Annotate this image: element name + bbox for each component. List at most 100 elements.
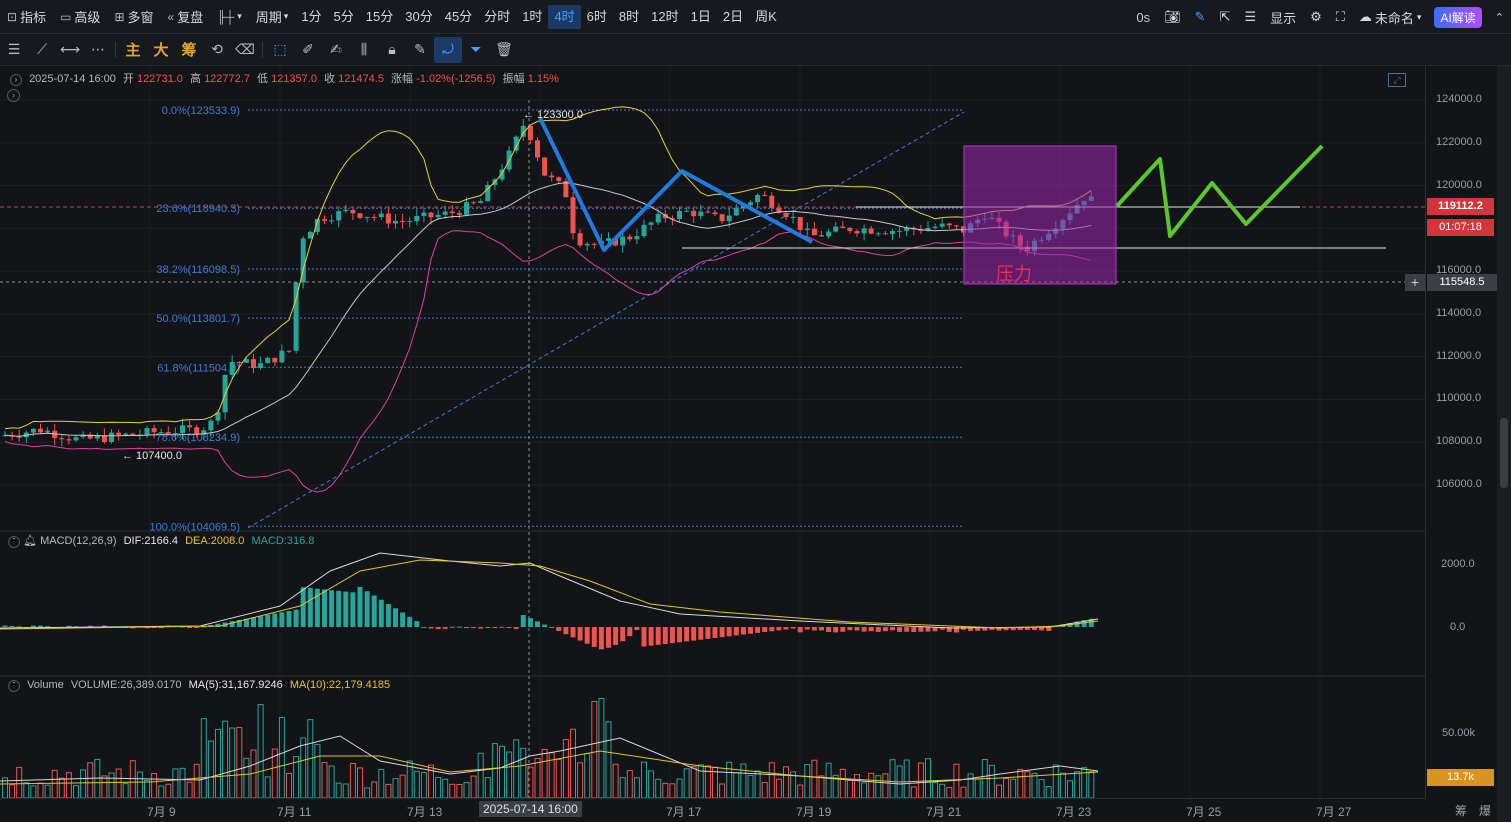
main-chart-button[interactable]: 主 <box>125 42 141 59</box>
layout-dropdown[interactable]: ☁ 未命名 ▾ <box>1352 4 1429 30</box>
replay-button[interactable]: «复盘 <box>161 4 211 30</box>
period-2[interactable]: 15分 <box>365 8 394 24</box>
collapse-icon[interactable]: ⌃ <box>1494 11 1504 24</box>
macd-bar <box>471 626 477 628</box>
period-13[interactable]: 周K <box>755 8 777 24</box>
candle <box>726 215 732 222</box>
macd-bar <box>87 625 93 627</box>
volume-info: ˇ Volume VOLUME:26,389.0170 MA(5):31,167… <box>8 679 390 692</box>
ai-analysis-button[interactable]: AI解读 <box>1434 6 1482 28</box>
date-tick: 7月 25 <box>1186 805 1222 819</box>
volume-bar <box>435 776 442 798</box>
drawing-select-icon[interactable]: ⬚ <box>273 41 287 57</box>
more-icon[interactable]: ⋯ <box>91 41 105 57</box>
period-3[interactable]: 30分 <box>405 8 433 24</box>
volume-bar <box>584 753 591 798</box>
edit-icon[interactable]: ✎ <box>414 41 426 57</box>
chart-area[interactable]: 0.0%(123533.9) 23.6%(118940.3) 38.2%(11609… <box>0 66 1425 798</box>
collapse-circle-icon[interactable]: ˇ <box>8 680 20 692</box>
advanced-button[interactable]: ▭ 高级 <box>53 4 107 30</box>
close-label: 收 <box>324 73 336 85</box>
ruler-icon[interactable]: ⫼ <box>360 41 368 57</box>
divider <box>262 41 263 58</box>
macd-bar <box>1081 620 1087 627</box>
candle <box>478 201 484 204</box>
collapse-circle-icon[interactable]: ˇ <box>8 536 20 548</box>
highlighter-icon[interactable]: ✍ <box>330 41 342 57</box>
filter-icon[interactable]: ⏷ <box>470 41 482 57</box>
timer-label: 0s <box>1136 9 1151 25</box>
volume-bar <box>953 763 960 798</box>
fullscreen-icon[interactable]: ⛶ <box>1335 9 1345 24</box>
volume-bar <box>1052 764 1059 798</box>
chips-footer-button[interactable]: 筹 <box>1455 804 1468 818</box>
brush-icon[interactable]: ✐ <box>302 41 314 57</box>
candle <box>684 210 690 212</box>
bell-icon[interactable]: 🔔︎ <box>23 535 38 547</box>
period-9[interactable]: 8时 <box>618 8 640 24</box>
period-dropdown[interactable]: 周期 ▾ <box>249 4 296 30</box>
volume-bar <box>101 775 108 798</box>
menu-icon[interactable]: ☰ <box>7 41 21 57</box>
vertical-scrollbar[interactable] <box>1497 66 1511 822</box>
horizontal-ray-icon[interactable]: ⟷ <box>59 41 81 57</box>
list-icon[interactable]: ☰ <box>1244 9 1257 24</box>
volume-bar <box>193 763 200 798</box>
scrollbar-thumb[interactable] <box>1500 418 1508 488</box>
volume-bar <box>562 739 569 798</box>
macd-bar <box>243 618 249 627</box>
settings-icon[interactable]: ⚙ <box>1310 9 1322 24</box>
period-7[interactable]: 4时 <box>548 4 581 29</box>
camera-icon[interactable]: 📷︎ <box>1164 9 1181 24</box>
candle <box>875 233 881 235</box>
macd-bar <box>428 627 434 629</box>
indicator-button[interactable]: ⊡ 指标 <box>0 4 53 30</box>
chips-button[interactable]: 筹 <box>181 42 197 59</box>
period-12[interactable]: 2日 <box>722 8 744 24</box>
period-6[interactable]: 1时 <box>522 8 543 24</box>
volume-bar <box>641 761 647 798</box>
date-axis[interactable]: 7月 9 7月 11 7月 13 7月 17 7月 19 7月 21 7月 23 7月 25 7… <box>0 798 1425 822</box>
period-8[interactable]: 6时 <box>586 8 607 24</box>
liquidation-footer-button[interactable]: 爆 <box>1479 804 1492 818</box>
trash-icon[interactable]: 🗑︎ <box>495 41 513 57</box>
display-button[interactable]: 显示 <box>1270 10 1297 26</box>
macd-bar <box>847 627 853 631</box>
candle <box>442 211 448 215</box>
eraser-icon[interactable]: ⌫ <box>235 41 255 57</box>
volume-bar <box>463 782 470 798</box>
period-11[interactable]: 1日 <box>690 8 711 24</box>
chart-canvas[interactable]: 0.0%(123533.9) 23.6%(118940.3) 38.2%(11609… <box>0 66 1425 798</box>
lock-icon[interactable]: 🔒︎ <box>388 41 396 57</box>
chart-type-button[interactable]: ╟┼ ▾ <box>210 4 249 30</box>
indicator-line-icon[interactable]: ⟋ <box>37 41 47 57</box>
period-10[interactable]: 12时 <box>651 8 679 24</box>
period-1[interactable]: 5分 <box>333 8 354 24</box>
candle <box>620 236 626 246</box>
pen-icon[interactable]: ✎ <box>1194 9 1206 24</box>
period-0[interactable]: 1分 <box>301 8 322 24</box>
period-5[interactable]: 分时 <box>484 8 511 24</box>
period-4[interactable]: 45分 <box>444 8 473 24</box>
magnet-mode-icon[interactable]: ⤾ <box>434 36 462 63</box>
add-alert-icon[interactable]: + <box>1405 274 1425 291</box>
macd-bar <box>272 613 278 627</box>
volume-bar <box>534 757 541 798</box>
macd-bar <box>535 621 540 627</box>
candle <box>655 213 661 223</box>
candle <box>385 213 391 224</box>
macd-bar <box>9 626 15 628</box>
maximize-icon[interactable]: ⤢ <box>1388 73 1406 87</box>
big-order-button[interactable]: 大 <box>153 42 169 59</box>
price-axis[interactable]: 124000.0122000.0120000.0118000.0116000.0… <box>1425 66 1497 798</box>
zigzag-pattern <box>538 117 813 252</box>
expand-icon[interactable]: › <box>10 74 22 86</box>
volume-ma10: MA(10):22,179.4185 <box>289 679 391 691</box>
date-tick: 7月 21 <box>926 805 962 819</box>
collapse-circle-icon[interactable]: › <box>7 89 20 102</box>
multiwindow-button[interactable]: ⊞ 多窗 <box>107 4 160 30</box>
volume-bar <box>65 772 72 798</box>
share-icon[interactable]: ⇱ <box>1219 9 1231 24</box>
magnet-icon[interactable]: ⟲ <box>211 41 223 57</box>
